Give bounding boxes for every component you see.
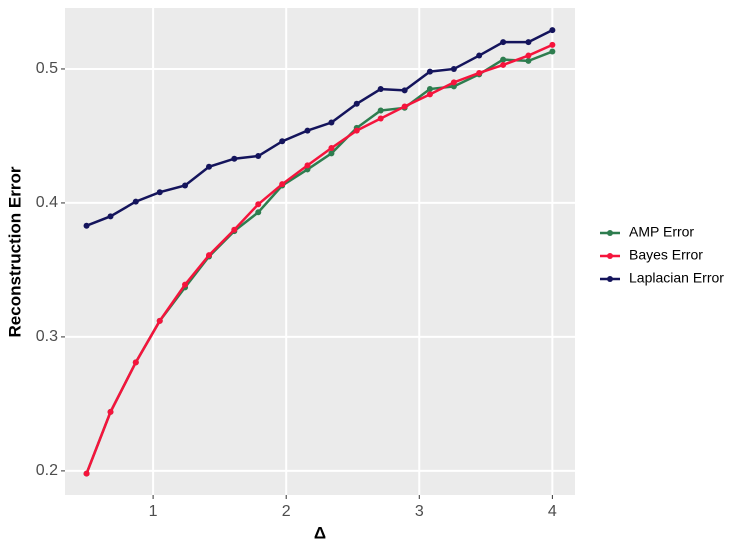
y-axis-label: Reconstruction Error — [5, 166, 24, 337]
point — [377, 115, 384, 122]
point — [206, 252, 213, 259]
legend-swatch-point — [607, 253, 613, 259]
y-tick-label: 0.2 — [36, 462, 58, 479]
x-axis-label: Δ — [314, 523, 326, 542]
point — [182, 182, 189, 189]
point — [231, 226, 238, 233]
legend-label: Bayes Error — [629, 247, 703, 263]
point — [476, 52, 483, 59]
point — [83, 222, 90, 229]
legend-swatch-point — [607, 230, 613, 236]
series-line — [85, 43, 553, 475]
point — [549, 48, 556, 55]
point — [476, 69, 483, 76]
point — [231, 155, 238, 162]
point — [401, 103, 408, 110]
point — [353, 100, 360, 107]
point — [255, 153, 262, 160]
point — [279, 181, 286, 188]
legend-swatch-point — [607, 276, 613, 282]
point — [132, 359, 139, 366]
point — [255, 209, 262, 216]
y-tick-label: 0.3 — [36, 328, 58, 345]
point — [107, 408, 114, 415]
point — [426, 86, 433, 93]
point — [353, 127, 360, 134]
point — [450, 79, 457, 86]
legend-label: AMP Error — [629, 224, 694, 240]
point — [304, 127, 311, 134]
point — [156, 317, 163, 324]
point — [328, 119, 335, 126]
point — [549, 41, 556, 48]
point — [401, 87, 408, 94]
point — [328, 150, 335, 157]
point — [500, 61, 507, 68]
legend-label: Laplacian Error — [629, 270, 724, 286]
y-tick-label: 0.4 — [36, 194, 58, 211]
point — [255, 201, 262, 208]
point — [328, 145, 335, 152]
x-tick-label: 2 — [282, 503, 291, 520]
point — [549, 27, 556, 34]
point — [525, 39, 532, 46]
x-tick-label: 4 — [548, 503, 557, 520]
point — [500, 39, 507, 46]
point — [525, 57, 532, 64]
point — [279, 138, 286, 145]
point — [426, 68, 433, 75]
point — [206, 163, 213, 170]
point — [426, 91, 433, 98]
y-tick-label: 0.5 — [36, 60, 58, 77]
point — [377, 107, 384, 114]
point — [377, 86, 384, 93]
point — [107, 213, 114, 220]
panel — [65, 8, 575, 495]
point — [525, 52, 532, 59]
point — [156, 189, 163, 196]
x-tick-label: 3 — [415, 503, 424, 520]
point — [450, 65, 457, 72]
point — [182, 281, 189, 288]
point — [304, 162, 311, 169]
point — [132, 198, 139, 205]
point — [500, 56, 507, 63]
point — [83, 470, 90, 477]
x-tick-label: 1 — [149, 503, 158, 520]
series-line — [86, 28, 553, 227]
